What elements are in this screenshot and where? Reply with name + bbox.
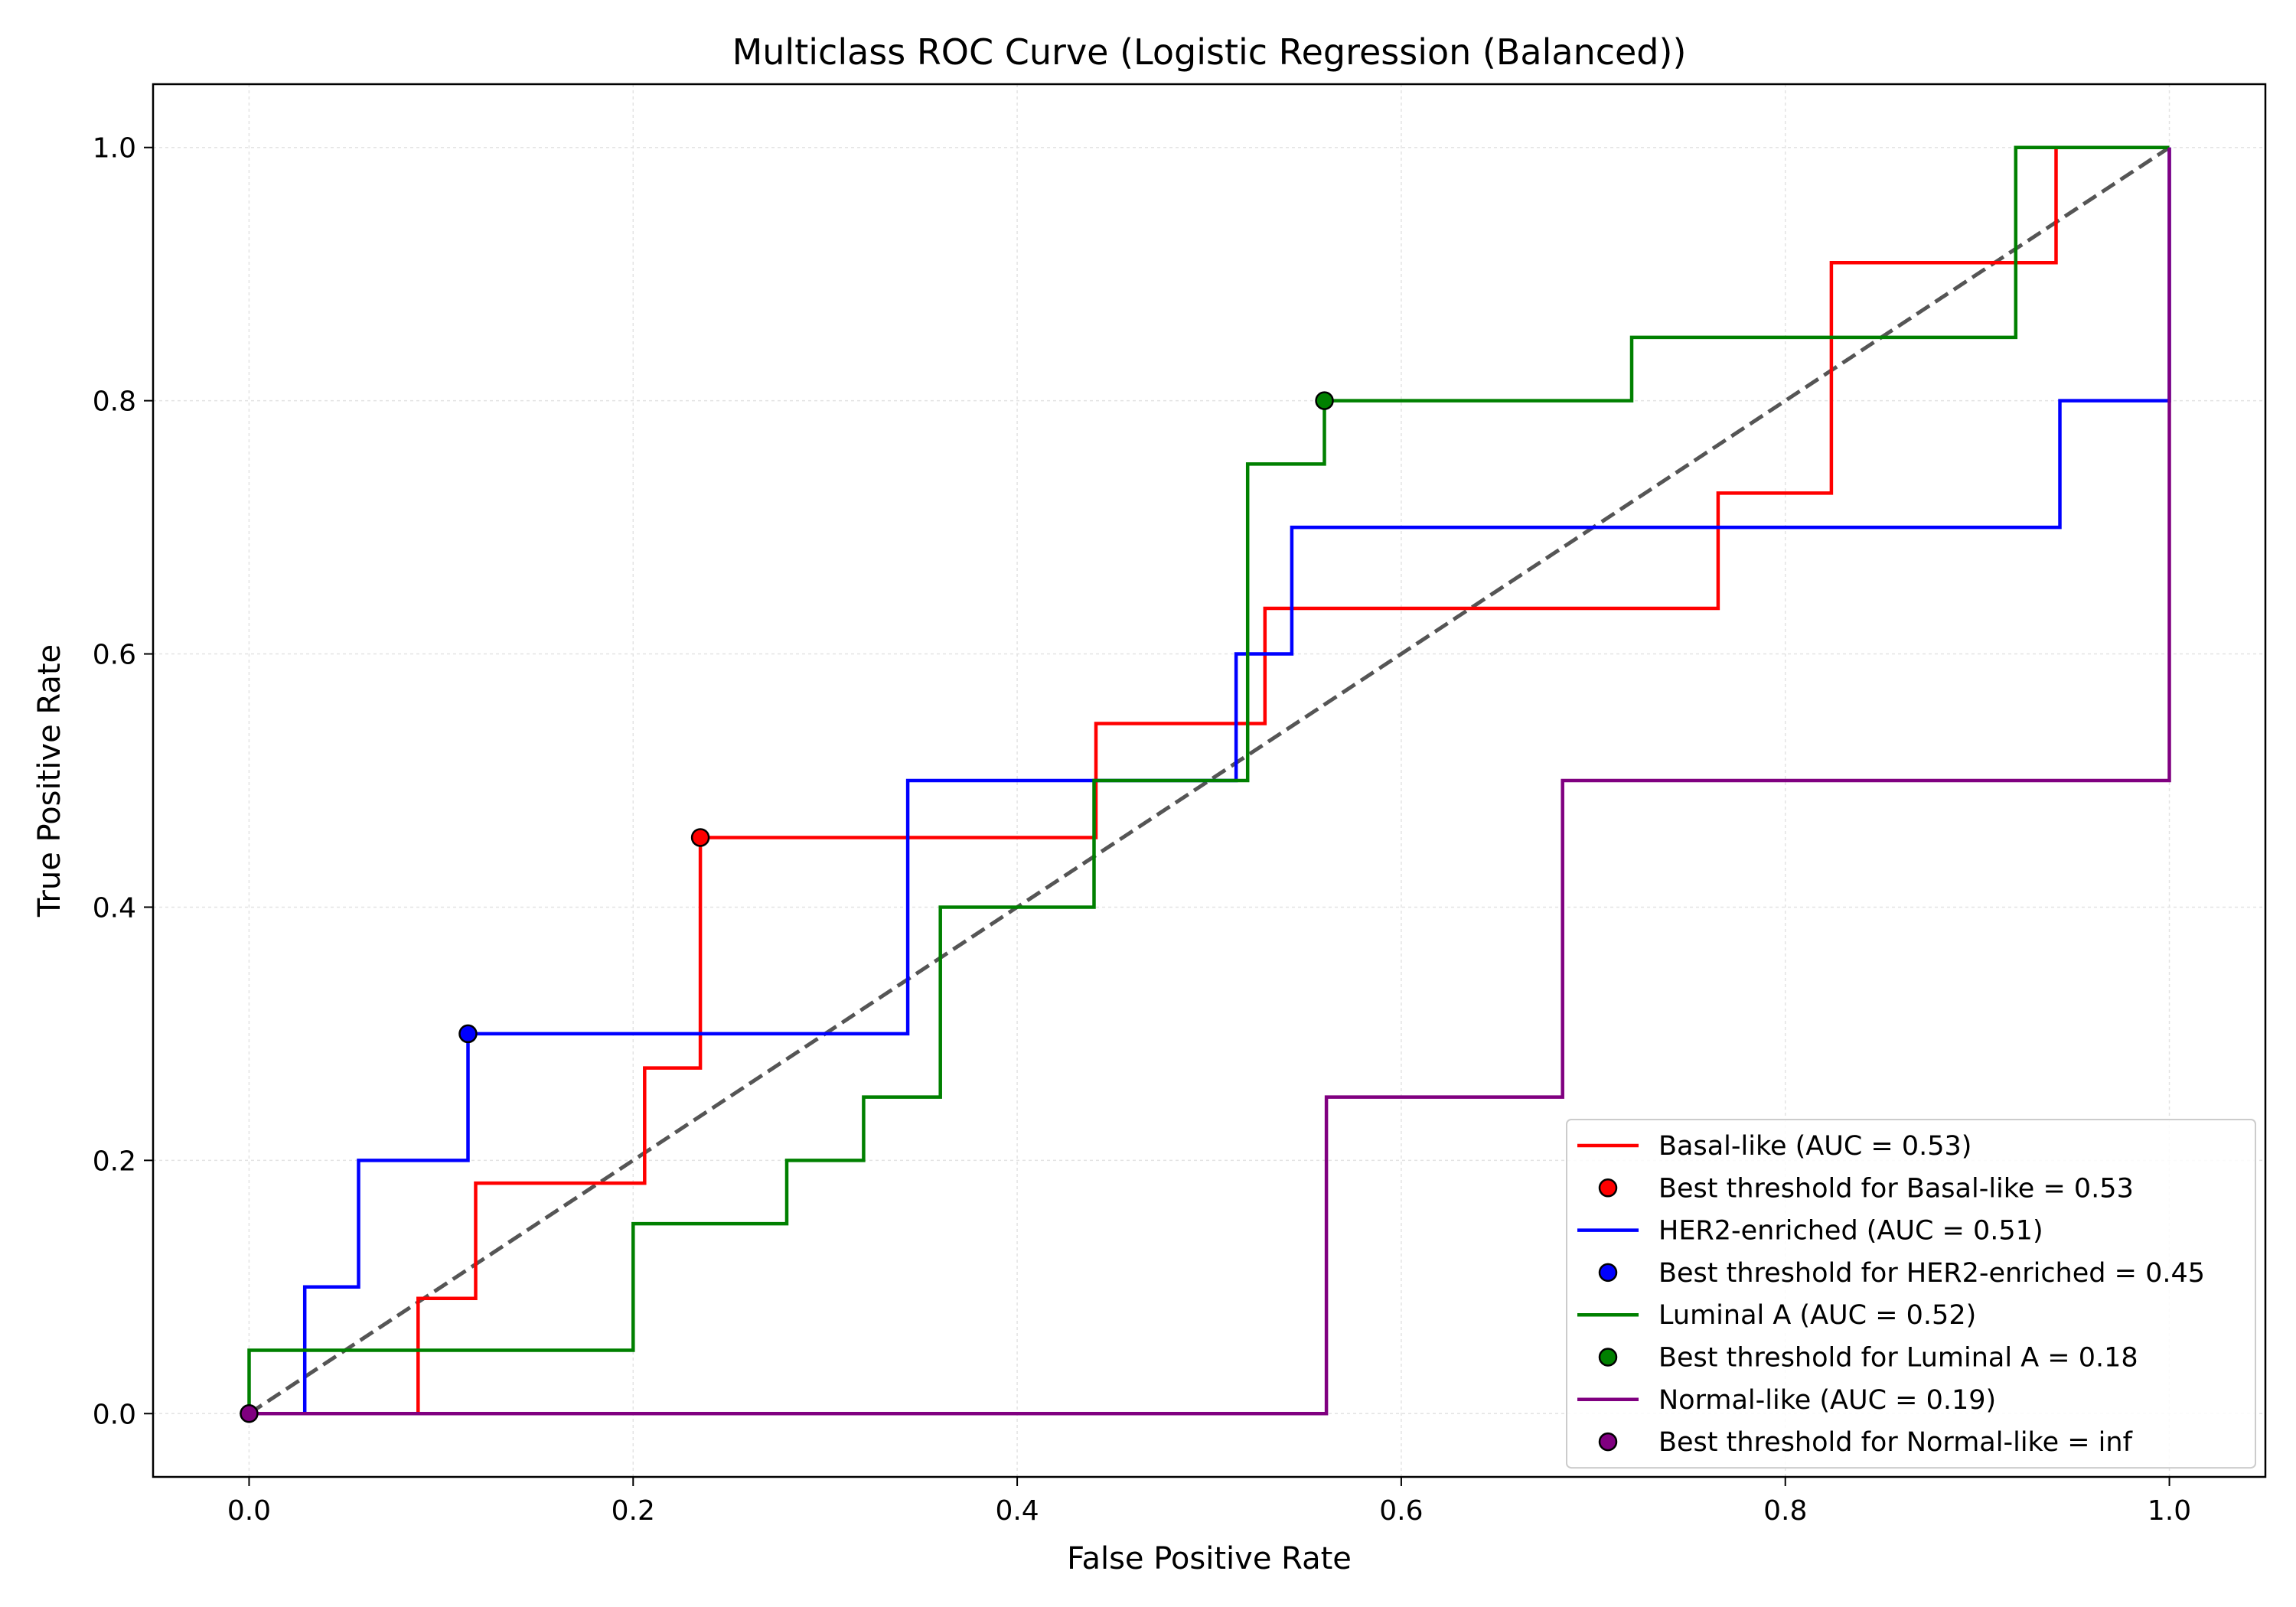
plot-frame xyxy=(152,83,2267,1478)
chart-title: Multiclass ROC Curve (Logistic Regressio… xyxy=(732,31,1687,73)
roc-curve-series-3 xyxy=(247,145,2170,1414)
legend-marker-swatch xyxy=(1598,1432,1618,1452)
legend-entry-label: Best threshold for Basal-like = 0.53 xyxy=(1658,1173,2134,1204)
tick-layer: 0.0 0.2 0.4 0.6 0.8 1.0 0.0 0.2 0.4 0.6 0.8 1.0 xyxy=(93,133,2191,1527)
x-tick-label: 0.4 xyxy=(995,1495,1039,1527)
y-tick-label: 0.6 xyxy=(93,640,136,671)
marker-layer xyxy=(240,391,1334,1423)
legend-entry-label: Best threshold for Normal-like = inf xyxy=(1658,1427,2133,1458)
legend-box xyxy=(1566,1119,2256,1469)
reference-line-layer xyxy=(248,145,2170,1416)
legend-entry-label: Normal-like (AUC = 0.19) xyxy=(1658,1385,1996,1416)
legend-entry-label: Best threshold for HER2-enriched = 0.45 xyxy=(1658,1258,2205,1289)
x-tick-label: 0.6 xyxy=(1379,1495,1423,1527)
y-tick-label: 1.0 xyxy=(93,133,136,165)
legend-entry-label: HER2-enriched (AUC = 0.51) xyxy=(1658,1216,2043,1247)
roc-curve-series-4 xyxy=(249,147,2171,1416)
y-tick-label: 0.2 xyxy=(93,1146,136,1177)
best-threshold-point-4 xyxy=(240,1404,259,1423)
x-axis-label: False Positive Rate xyxy=(1067,1541,1352,1576)
x-tick-label: 0.8 xyxy=(1763,1495,1807,1527)
y-tick-label: 0.0 xyxy=(93,1399,136,1430)
y-axis-label: True Positive Rate xyxy=(32,644,67,918)
x-tick-label: 0.2 xyxy=(612,1495,655,1527)
best-threshold-point-1 xyxy=(690,828,710,847)
y-tick-label: 0.4 xyxy=(93,892,136,924)
best-threshold-point-2 xyxy=(458,1024,478,1044)
chance-diagonal-line xyxy=(248,145,2170,1416)
series-layer xyxy=(247,145,2171,1416)
y-tick-label: 0.8 xyxy=(93,386,136,418)
legend-entry-label: Luminal A (AUC = 0.52) xyxy=(1658,1300,1976,1331)
roc-curve-series-2 xyxy=(249,147,2171,1416)
legend-marker-swatch xyxy=(1598,1263,1618,1283)
legend-marker-swatch xyxy=(1598,1178,1618,1198)
legend-entry-label: Basal-like (AUC = 0.53) xyxy=(1658,1131,1971,1162)
x-tick-label: 1.0 xyxy=(2148,1495,2191,1527)
legend-marker-swatch xyxy=(1598,1348,1618,1367)
best-threshold-point-3 xyxy=(1315,391,1334,410)
legend-entry-label: Best threshold for Luminal A = 0.18 xyxy=(1658,1343,2138,1374)
x-tick-label: 0.0 xyxy=(227,1495,271,1527)
legend: Basal-like (AUC = 0.53) Best threshold fo… xyxy=(1566,1119,2256,1469)
